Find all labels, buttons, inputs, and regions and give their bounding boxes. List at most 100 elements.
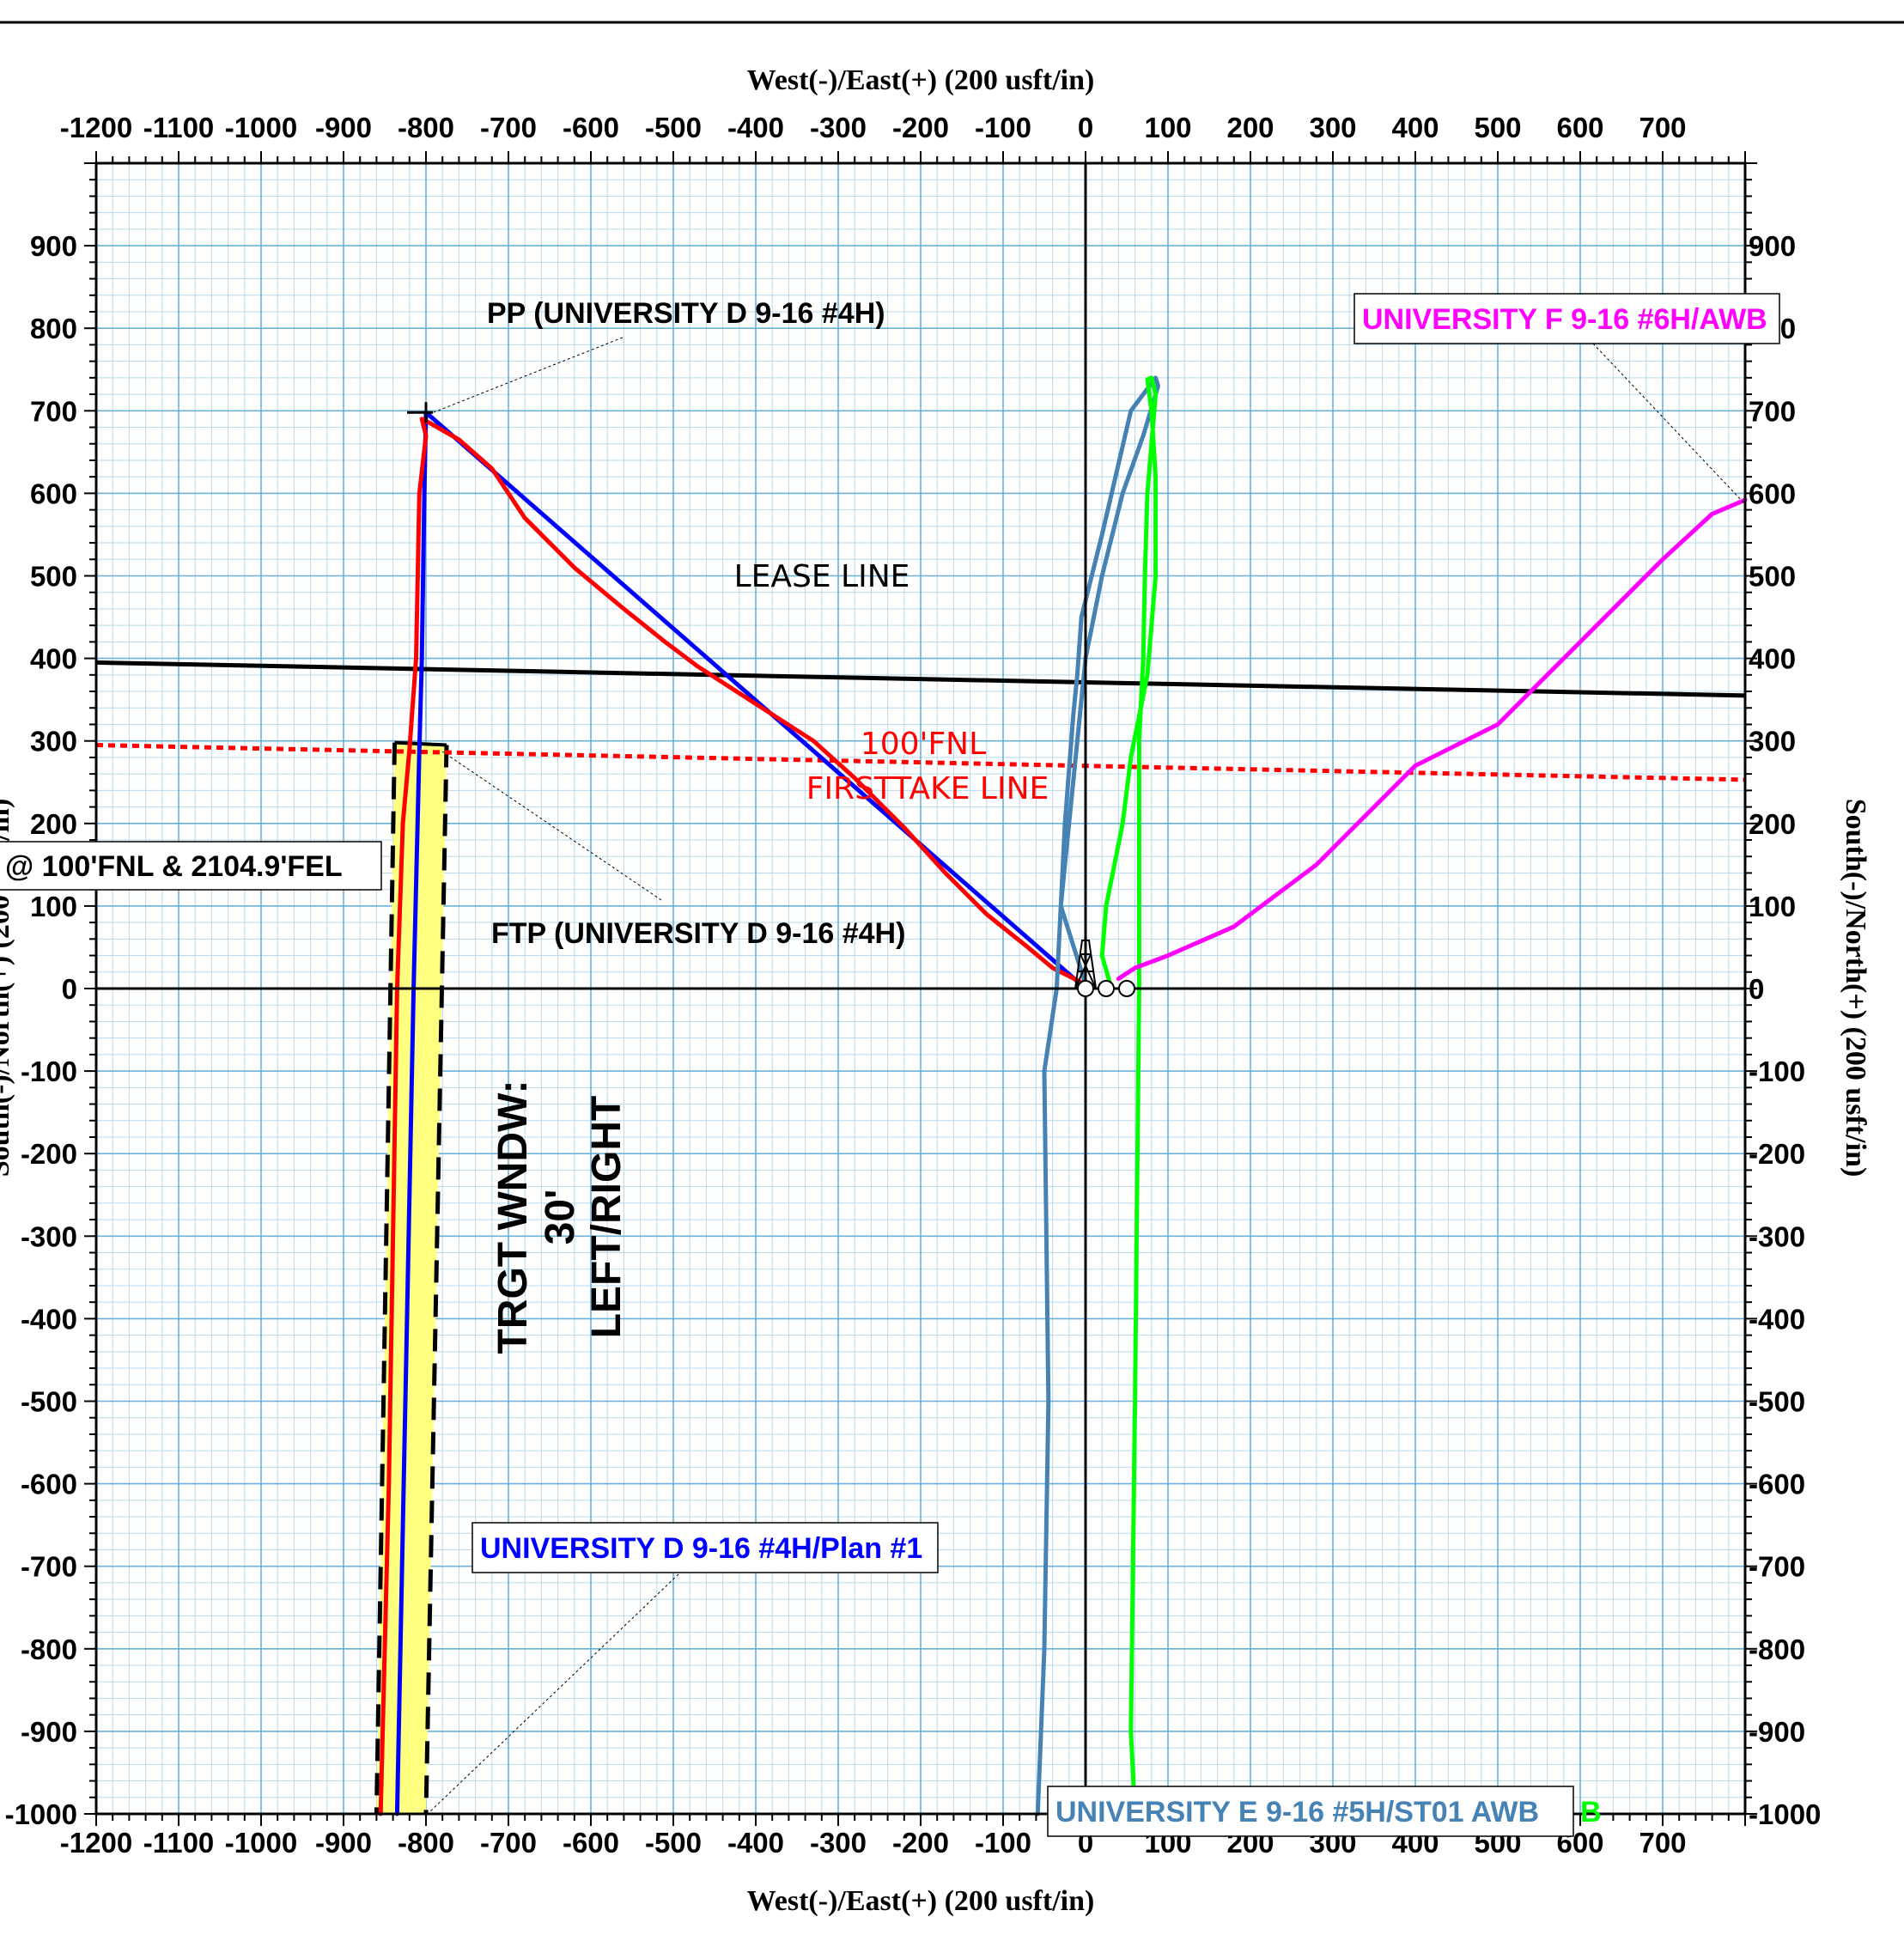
x-top-tick-labels: -1200 -1100 -1000 -900 -800 -700 -600 -500 -400-… bbox=[60, 112, 1687, 143]
y-tick-label-right: -800 bbox=[1749, 1634, 1805, 1665]
y-tick-label-left: -500 bbox=[21, 1386, 77, 1418]
y-tick-label-left: -800 bbox=[21, 1634, 77, 1665]
y-tick-label-left: 700 bbox=[30, 395, 77, 427]
target-window bbox=[374, 740, 449, 1815]
ftp-box-label: @ 100'FNL & 2104.9'FEL bbox=[5, 850, 343, 883]
y-tick-label-left: -100 bbox=[21, 1056, 77, 1087]
rig-brace bbox=[1080, 953, 1097, 989]
y-tick-label-right: 600 bbox=[1749, 478, 1796, 509]
y-tick-label-right: -200 bbox=[1749, 1138, 1805, 1170]
y-tick-label-right: -1000 bbox=[1749, 1798, 1821, 1830]
ftp-label: FTP (UNIVERSITY D 9-16 #4H) bbox=[491, 917, 905, 950]
x-tick-label-top: 400 bbox=[1391, 112, 1439, 143]
pp-marker-icon bbox=[407, 402, 433, 423]
x-tick-label-top: -400 bbox=[727, 112, 784, 143]
x-tick-label-bottom: -300 bbox=[810, 1827, 867, 1859]
ftp-box bbox=[0, 841, 382, 891]
fnl-label: 100'FNL bbox=[861, 727, 986, 762]
x-tick-label-bottom: -1000 bbox=[225, 1827, 297, 1859]
reference-line bbox=[95, 660, 1746, 698]
y-tick-label-right: 700 bbox=[1749, 395, 1796, 427]
x-tick-label-bottom: -1200 bbox=[60, 1827, 132, 1859]
x-tick-label-bottom: -400 bbox=[727, 1827, 784, 1859]
x-tick-label-top: -1100 bbox=[143, 112, 215, 143]
well-paths bbox=[378, 375, 1748, 1816]
y-tick-label-right: -900 bbox=[1749, 1716, 1805, 1748]
y-tick-label-right: -600 bbox=[1749, 1469, 1805, 1500]
x-tick-label-top: -1000 bbox=[225, 112, 297, 143]
y-right-tick-labels: -1000 -900 -800 -700 -600 -500 -400 -300 -200 -10… bbox=[1749, 230, 1821, 1830]
well-path-line bbox=[378, 417, 1088, 1816]
x-tick-label-top: -300 bbox=[810, 112, 867, 143]
y-tick-label-right: -300 bbox=[1749, 1220, 1805, 1252]
y-axis-title-right: South(-)/North(+) (200 usft/in) bbox=[1840, 799, 1871, 1177]
rig-derrick bbox=[1074, 940, 1097, 989]
svg-text:30': 30' bbox=[538, 1190, 583, 1245]
y-tick-label-left: 800 bbox=[30, 313, 77, 344]
y-tick-label-left: 600 bbox=[30, 478, 77, 509]
y-tick-label-right: -100 bbox=[1749, 1056, 1805, 1087]
x-tick-label-bottom: -100 bbox=[975, 1827, 1031, 1859]
y-tick-label-right: -700 bbox=[1749, 1551, 1805, 1583]
y-tick-label-right: -400 bbox=[1749, 1303, 1805, 1335]
y-tick-label-right: 500 bbox=[1749, 561, 1796, 593]
green-well-label: B bbox=[1580, 1796, 1602, 1828]
y-tick-label-left: 200 bbox=[30, 808, 77, 840]
frame-ticks bbox=[84, 151, 1757, 1826]
y-tick-label-right: 900 bbox=[1749, 230, 1796, 262]
target-window-label: TRGT WNDW: 30' LEFT/RIGHT bbox=[490, 1080, 630, 1354]
x-tick-label-top: -700 bbox=[480, 112, 537, 143]
y-tick-label-right: -500 bbox=[1749, 1386, 1805, 1418]
svg-text:TRGT WNDW:: TRGT WNDW: bbox=[490, 1080, 536, 1354]
well-f-label-box bbox=[1353, 293, 1780, 344]
x-tick-label-top: -100 bbox=[975, 112, 1031, 143]
x-tick-label-bottom: -900 bbox=[315, 1827, 372, 1859]
y-tick-label-left: 400 bbox=[30, 643, 77, 675]
x-tick-label-top: 700 bbox=[1639, 112, 1686, 143]
x-tick-label-top: 0 bbox=[1078, 112, 1093, 143]
y-tick-label-left: 0 bbox=[62, 973, 77, 1005]
rig-icon bbox=[1074, 940, 1135, 997]
reference-lines bbox=[95, 660, 1746, 782]
x-tick-label-bottom: -700 bbox=[480, 1827, 537, 1859]
plan-label: UNIVERSITY D 9-16 #4H/Plan #1 bbox=[480, 1532, 922, 1565]
target-window-left-edge bbox=[374, 742, 398, 1815]
rig-brace bbox=[1074, 953, 1092, 989]
y-tick-label-left: -600 bbox=[21, 1469, 77, 1500]
y-tick-label-left: 100 bbox=[30, 891, 77, 922]
pp-label: PP (UNIVERSITY D 9-16 #4H) bbox=[487, 297, 885, 330]
firsttake-label: FIRSTTAKE LINE bbox=[806, 771, 1049, 806]
y-tick-label-left: -1000 bbox=[5, 1798, 77, 1830]
x-axis-title-top: West(-)/East(+) (200 usft/in) bbox=[747, 64, 1095, 96]
x-tick-label-top: 200 bbox=[1226, 112, 1274, 143]
well-f-label: UNIVERSITY F 9-16 #6H/AWB bbox=[1362, 303, 1767, 336]
x-tick-label-top: -200 bbox=[892, 112, 949, 143]
well-e-label: UNIVERSITY E 9-16 #5H/ST01 AWB bbox=[1055, 1796, 1539, 1828]
y-tick-label-right: 300 bbox=[1749, 726, 1796, 758]
y-tick-label-left: -900 bbox=[21, 1716, 77, 1748]
x-tick-label-top: -1200 bbox=[60, 112, 132, 143]
well-slot-circle bbox=[1118, 980, 1135, 997]
well-slot-circle bbox=[1077, 980, 1094, 997]
x-tick-label-bottom: 700 bbox=[1639, 1827, 1686, 1859]
plan-label-box bbox=[471, 1522, 939, 1573]
x-axis-title-bottom: West(-)/East(+) (200 usft/in) bbox=[747, 1885, 1095, 1917]
x-tick-label-top: 500 bbox=[1474, 112, 1521, 143]
x-tick-label-top: -900 bbox=[315, 112, 372, 143]
x-tick-label-top: 300 bbox=[1309, 112, 1356, 143]
well-path-line bbox=[1116, 497, 1748, 981]
y-tick-label-left: -300 bbox=[21, 1220, 77, 1252]
well-path-line bbox=[1099, 375, 1159, 1816]
x-tick-label-bottom: -800 bbox=[398, 1827, 454, 1859]
x-tick-label-top: 100 bbox=[1144, 112, 1191, 143]
well-slot-circle bbox=[1098, 980, 1115, 997]
y-left-tick-labels: -1000-900-800-700-600-500-400-300-200-10… bbox=[5, 230, 77, 1830]
x-tick-label-top: -600 bbox=[563, 112, 619, 143]
reference-line bbox=[95, 743, 1746, 782]
lease-line-label: LEASE LINE bbox=[734, 559, 910, 594]
y-tick-label-left: 500 bbox=[30, 561, 77, 593]
x-tick-label-bottom: -500 bbox=[645, 1827, 702, 1859]
well-path-line bbox=[1035, 375, 1160, 1816]
y-tick-label-left: -400 bbox=[21, 1303, 77, 1335]
